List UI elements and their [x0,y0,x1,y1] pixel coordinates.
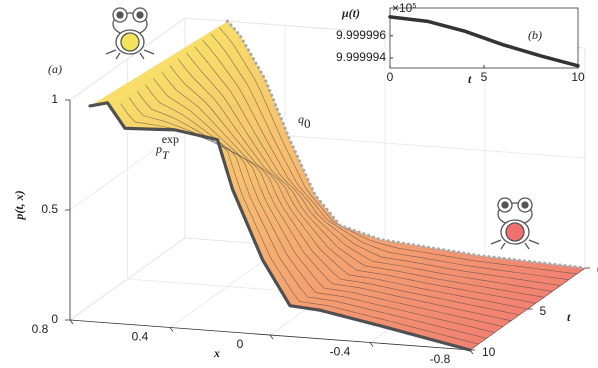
label-base: q [298,112,304,126]
x-tick-label: -0.8 [430,352,451,366]
x-tick-label: 0.8 [32,322,49,336]
x-tick [69,319,74,325]
grid-line [69,237,186,321]
x-tick [369,342,374,347]
surface-mesh [194,46,553,292]
label-base: p [12,214,26,221]
p-tick-label: 0 [51,312,58,326]
surface-mesh [136,90,495,333]
x-tick-label: 0 [387,70,394,84]
t-tick-label: 5 [540,304,547,318]
surface-mesh [177,59,536,304]
x-tick-label: 0.4 [132,330,149,344]
p-tick-label: 1 [51,92,58,106]
x-tick-label: 5 [481,70,488,84]
surface-mesh [153,78,512,322]
surface-mesh [219,27,577,275]
label-sub: 0 [304,116,311,131]
panel-label: (a) [48,62,62,76]
multiplier-power: 5 [412,3,416,10]
surface-mesh [128,97,487,339]
grid-line [69,127,186,211]
x-tick-label: -0.4 [330,345,351,359]
line [388,15,580,68]
y-tick-label: 9.999994 [336,50,386,64]
curve-label: pTexp [155,132,179,162]
surface-mesh [161,71,520,316]
multiplier-base: ×10 [392,1,413,15]
surface-mesh [202,40,561,286]
p-axis-label: p(t, x) [12,190,26,220]
surface [90,21,585,350]
frog-icon [490,197,540,250]
curve [88,101,472,352]
grid-line [69,17,186,101]
surface-mesh [145,84,503,327]
label-sub: T [162,148,170,162]
surface-mesh [186,52,544,298]
frog-icon [105,7,155,60]
t-tick-label: 10 [482,345,496,359]
y-axis-label: μ(t) [341,6,360,20]
label-base: p [155,142,162,156]
x-axis-label: x [213,346,220,360]
label-sup: exp [162,132,179,146]
surface-mesh [210,33,569,281]
x-tick [269,334,274,340]
x-axis-label: t [468,72,472,86]
panel-label: (b) [528,28,542,42]
y-multiplier: ×105 [392,1,416,15]
x-tick-label: 0 [237,337,244,351]
surface-mesh [169,65,528,310]
curve-label: q0 [298,112,311,131]
t-axis-label: t [567,310,571,324]
surface-plot: 0.80.40-0.4-0.8051000.51pTexpq0(a)xtp(t,… [12,17,598,366]
curve [225,19,587,270]
x-tick-label: 10 [571,70,585,84]
label-args: (t, x) [12,190,26,213]
y-tick-label: 9.999996 [336,28,386,42]
x-tick [169,327,174,332]
p-tick-label: 0.5 [41,202,58,216]
